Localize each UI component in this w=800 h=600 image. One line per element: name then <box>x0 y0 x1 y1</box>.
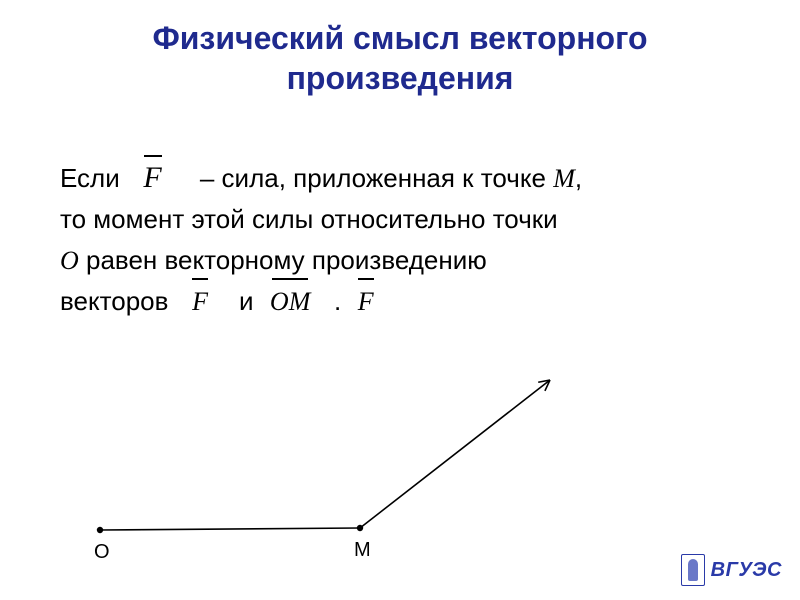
footer-logo: ВГУЭС <box>681 554 782 586</box>
vector-F-3: F <box>356 281 376 321</box>
vector-bar-icon <box>144 155 162 157</box>
logo-text: ВГУЭС <box>711 559 782 582</box>
vector-bar-icon <box>192 278 208 280</box>
text-and: и <box>239 286 254 316</box>
vector-bar-icon <box>358 278 374 280</box>
text-if: Если <box>60 163 120 193</box>
text-vectors: векторов <box>60 286 168 316</box>
vector-F-2: F <box>190 281 210 321</box>
text-moment: то момент этой силы относительно точки <box>60 204 558 234</box>
point-O-italic: О <box>60 246 79 275</box>
point-M-italic: M <box>553 164 575 193</box>
slide-title: Физический смысл векторного произведения <box>0 0 800 98</box>
text-equals-cross: равен векторному произведению <box>79 245 487 275</box>
svg-text:О: О <box>94 541 110 563</box>
logo-figure-icon <box>688 559 698 581</box>
vector-OM: OM <box>268 281 312 321</box>
title-line-2: произведения <box>287 60 514 96</box>
text-force-applied: – сила, приложенная к точке <box>200 163 553 193</box>
vector-F-1: F <box>141 158 163 198</box>
text-period: . <box>334 286 341 316</box>
text-comma: , <box>575 163 582 193</box>
body-text: Если F – сила, приложенная к точке M, то… <box>60 158 740 321</box>
vector-symbol-F: F <box>190 289 210 315</box>
logo-icon <box>681 554 705 586</box>
svg-text:М: М <box>354 539 371 561</box>
vector-symbol-OM: OM <box>268 289 312 315</box>
vector-bar-icon <box>272 278 308 280</box>
vector-symbol-F: F <box>356 289 376 315</box>
title-line-1: Физический смысл векторного <box>152 20 647 56</box>
vector-symbol-F: F <box>141 163 163 193</box>
slide: Физический смысл векторного произведения… <box>0 0 800 600</box>
force-diagram: ОМ <box>80 370 600 570</box>
